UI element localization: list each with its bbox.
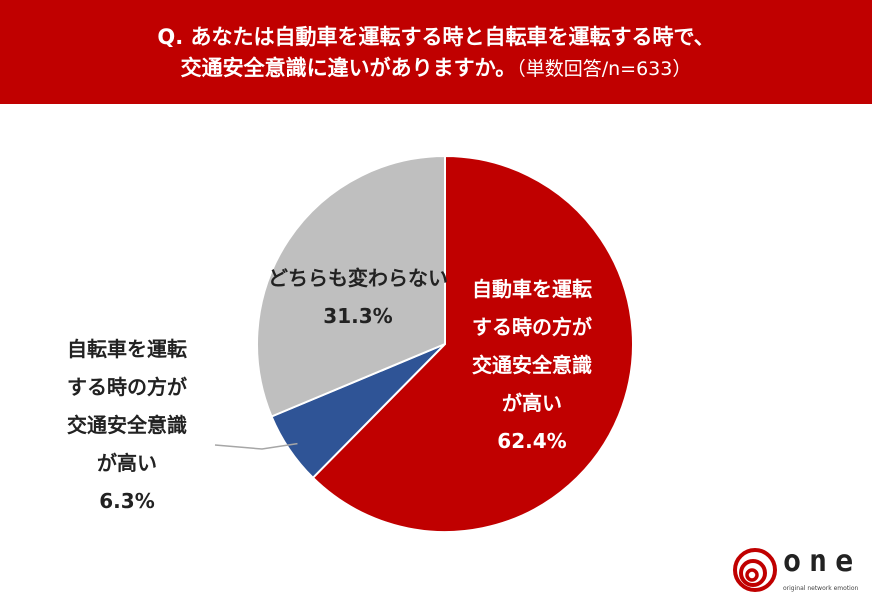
value-label: 62.4% (497, 429, 566, 453)
category-label-line: する時の方が (67, 375, 187, 399)
label-no-difference: どちらも変わらない 31.3% (268, 266, 448, 328)
value-label: 6.3% (99, 489, 154, 513)
company-logo: one original network emotion (731, 544, 865, 594)
question-title-line2: 交通安全意識に違いがありますか。（単数回答/n=633） (180, 56, 692, 80)
logo-tagline: original network emotion (783, 585, 859, 592)
category-label-line: が高い (97, 451, 157, 475)
question-title: Q. あなたは自動車を運転する時と自転車を運転する時で、 (157, 25, 715, 49)
value-label: 31.3% (323, 304, 392, 328)
category-label-line: 自動車を運転 (472, 277, 592, 301)
category-label-line: する時の方が (472, 315, 592, 339)
category-label-line: が高い (502, 391, 562, 415)
category-label-line: 自転車を運転 (67, 337, 187, 361)
slice-no-difference (256, 154, 446, 418)
logo-icon (733, 548, 777, 592)
label-bicycle-safer: 自転車を運転する時の方が交通安全意識が高い 6.3% (67, 337, 187, 513)
leader-line (214, 442, 298, 450)
category-label-line: どちらも変わらない (268, 266, 448, 290)
slice-car-safer (311, 154, 634, 533)
sample-note: （単数回答/n=633） (516, 58, 692, 80)
category-label-line: 交通安全意識 (472, 353, 592, 377)
logo-word: one (783, 544, 862, 579)
label-car-safer: 自動車を運転する時の方が交通安全意識が高い 62.4% (472, 277, 592, 453)
category-label-line: 交通安全意識 (67, 413, 187, 437)
title-banner: Q. あなたは自動車を運転する時と自転車を運転する時で、 交通安全意識に違いがあ… (0, 0, 872, 104)
